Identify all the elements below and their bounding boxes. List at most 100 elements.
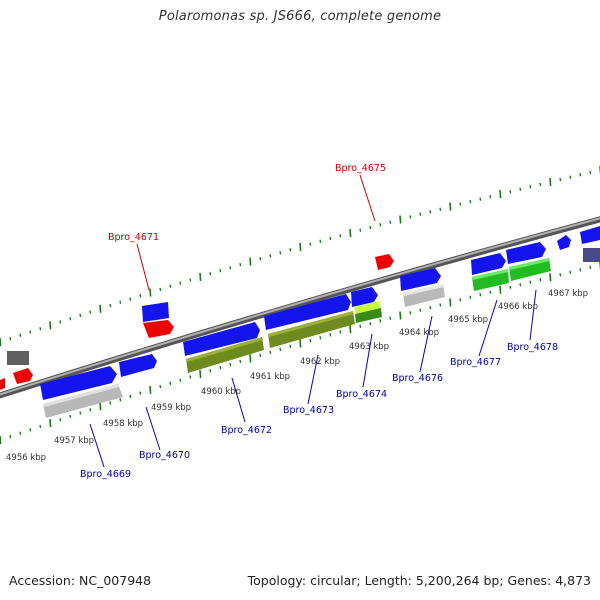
minor-tick [569, 270, 572, 274]
minor-tick [469, 295, 472, 299]
genome-summary-text: Topology: circular; Length: 5,200,264 bp… [247, 573, 591, 588]
gene-blue-edge[interactable] [580, 226, 600, 244]
minor-tick [9, 434, 12, 439]
minor-tick [509, 190, 512, 194]
bar-green-4678 [509, 258, 551, 281]
minor-tick [339, 234, 342, 238]
inner-tick-row [0, 261, 600, 445]
major-tick [499, 285, 502, 294]
gene-blue-4674[interactable] [351, 287, 378, 307]
minor-tick [89, 310, 92, 314]
kbp-label: 4956 kbp [6, 453, 46, 463]
minor-tick [139, 294, 142, 298]
gene-label-4672[interactable]: Bpro_4672 [221, 425, 272, 436]
gene-label-4675[interactable]: Bpro_4675 [335, 163, 386, 174]
gene-red-4675[interactable] [375, 254, 394, 270]
minor-tick [359, 228, 362, 232]
minor-tick [539, 182, 542, 187]
minor-tick [109, 303, 112, 308]
gene-label-4671[interactable]: Bpro_4671 [108, 232, 159, 243]
minor-tick [319, 336, 322, 340]
minor-tick [279, 251, 282, 255]
callout-4677 [478, 299, 498, 357]
major-tick [499, 190, 502, 199]
minor-tick [369, 322, 372, 326]
minor-tick [429, 210, 432, 214]
gene-grey-small[interactable] [7, 351, 29, 365]
gene-blue-4677[interactable] [471, 253, 506, 275]
minor-tick [9, 337, 12, 341]
minor-tick [209, 272, 212, 276]
major-tick [449, 298, 452, 307]
minor-tick [119, 398, 122, 402]
minor-tick [39, 327, 42, 331]
gene-blue-4678[interactable] [506, 242, 546, 264]
minor-tick [269, 350, 272, 355]
minor-tick [69, 317, 72, 321]
minor-tick [379, 223, 382, 227]
minor-tick [139, 391, 142, 395]
minor-tick [189, 278, 192, 282]
gene-label-4677[interactable]: Bpro_4677 [450, 357, 501, 368]
gene-label-4676[interactable]: Bpro_4676 [392, 373, 443, 384]
minor-tick [29, 428, 32, 432]
kbp-label: 4961 kbp [250, 372, 290, 382]
gene-purple-edge[interactable] [583, 248, 600, 262]
kbp-label: 4965 kbp [448, 315, 488, 325]
major-tick [199, 272, 202, 281]
minor-tick [319, 239, 322, 243]
minor-tick [439, 303, 442, 307]
minor-tick [309, 242, 312, 246]
minor-tick [39, 424, 42, 429]
major-tick [299, 242, 302, 252]
major-tick [199, 369, 202, 378]
minor-tick [179, 281, 182, 285]
minor-tick [489, 290, 492, 294]
gene-label-group: Bpro_4671 Bpro_4675 Bpro_4669 Bpro_4670 … [80, 163, 558, 480]
minor-tick [29, 330, 32, 334]
gene-blue-small[interactable] [557, 235, 571, 250]
minor-tick [169, 381, 172, 386]
minor-tick [269, 254, 272, 258]
kbp-label: 4958 kbp [103, 419, 143, 429]
gene-blue-4670[interactable] [119, 354, 157, 377]
major-tick [549, 273, 552, 282]
kbp-label: 4957 kbp [54, 436, 94, 446]
gene-red-edge[interactable] [0, 378, 5, 390]
bar-grey-4676 [403, 284, 445, 307]
minor-tick [189, 375, 192, 379]
minor-tick [589, 170, 592, 175]
gene-blue-4672[interactable] [183, 322, 260, 356]
gene-blue-4669[interactable] [40, 366, 117, 400]
minor-tick [519, 187, 522, 191]
minor-tick [479, 197, 482, 201]
minor-tick [569, 175, 572, 179]
major-tick [299, 339, 302, 348]
minor-tick [59, 320, 62, 324]
gene-label-4678[interactable]: Bpro_4678 [507, 342, 558, 353]
minor-tick [529, 280, 532, 284]
gene-label-4669[interactable]: Bpro_4669 [80, 469, 131, 480]
gene-label-4674[interactable]: Bpro_4674 [336, 389, 387, 400]
kbp-label: 4960 kbp [201, 387, 241, 397]
gene-red-left[interactable] [13, 368, 33, 384]
gene-blue-a[interactable] [142, 302, 169, 322]
minor-tick [259, 257, 262, 261]
gene-blue-4676[interactable] [400, 268, 441, 291]
gene-label-4673[interactable]: Bpro_4673 [283, 405, 334, 416]
gene-blue-4673[interactable] [264, 294, 351, 330]
minor-tick [429, 305, 432, 310]
minor-tick [159, 287, 162, 292]
minor-tick [369, 225, 372, 230]
kbp-label: 4963 kbp [349, 342, 389, 352]
gene-label-4670[interactable]: Bpro_4670 [139, 450, 190, 461]
minor-tick [259, 353, 262, 358]
major-tick [249, 354, 252, 363]
minor-tick [239, 359, 242, 364]
bar-grey-4669 [43, 384, 123, 418]
kbp-label: 4964 kbp [399, 328, 439, 338]
minor-tick [559, 177, 562, 182]
major-tick [0, 435, 2, 445]
minor-tick [119, 300, 122, 304]
gene-red-4671[interactable] [143, 320, 174, 338]
